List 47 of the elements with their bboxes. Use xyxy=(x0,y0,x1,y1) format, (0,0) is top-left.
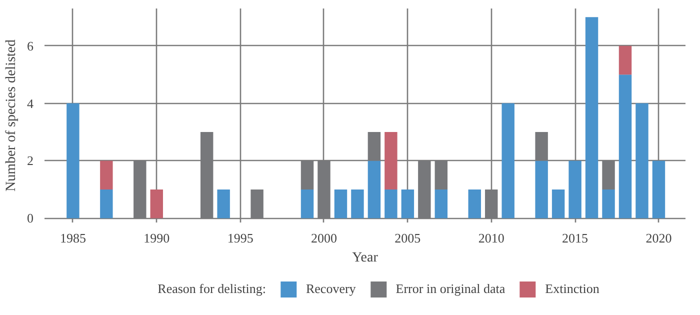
bar xyxy=(434,189,448,218)
y-tick-label: 2 xyxy=(27,153,34,168)
bar xyxy=(300,160,314,190)
bar xyxy=(535,160,548,218)
x-axis-title: Year xyxy=(352,250,378,266)
x-tick-label: 2010 xyxy=(478,230,504,246)
legend-label: Error in original data xyxy=(396,281,506,297)
x-tick-label: 2005 xyxy=(394,230,421,246)
bar xyxy=(585,17,598,218)
y-axis-title: Number of species delisted xyxy=(4,39,19,192)
x-tick-label: 2000 xyxy=(310,230,337,246)
bar xyxy=(434,160,448,190)
bar xyxy=(334,189,348,218)
bar xyxy=(66,103,80,218)
bar xyxy=(602,189,615,218)
x-tick-label: 1995 xyxy=(227,230,254,246)
bar xyxy=(618,74,632,218)
legend-label: Recovery xyxy=(306,281,356,297)
x-tick-label: 2020 xyxy=(646,230,672,246)
bar xyxy=(100,160,113,190)
x-tick-label: 2015 xyxy=(562,230,588,246)
legend-label: Extinction xyxy=(545,281,600,297)
bar xyxy=(535,132,548,161)
y-tick-label: 4 xyxy=(27,96,34,111)
bar xyxy=(150,189,163,218)
x-tick-label: 1990 xyxy=(144,230,170,246)
bar xyxy=(384,189,398,218)
bar xyxy=(568,160,582,218)
bar xyxy=(618,46,632,75)
bar xyxy=(384,132,398,190)
bar xyxy=(401,189,414,218)
bar xyxy=(300,189,314,218)
bar xyxy=(502,103,514,218)
bar xyxy=(652,160,666,218)
bar xyxy=(217,189,230,218)
bar xyxy=(602,160,615,190)
bar xyxy=(468,189,481,218)
y-tick-label: 6 xyxy=(27,38,34,54)
y-tick-label: 0 xyxy=(27,210,34,226)
bar xyxy=(552,189,565,218)
bar xyxy=(368,160,381,218)
bar xyxy=(636,103,648,218)
bar xyxy=(368,132,381,161)
bar xyxy=(351,189,364,218)
legend-title: Reason for delisting: xyxy=(158,281,266,297)
bar xyxy=(100,189,113,218)
x-tick-label: 1985 xyxy=(60,230,86,246)
